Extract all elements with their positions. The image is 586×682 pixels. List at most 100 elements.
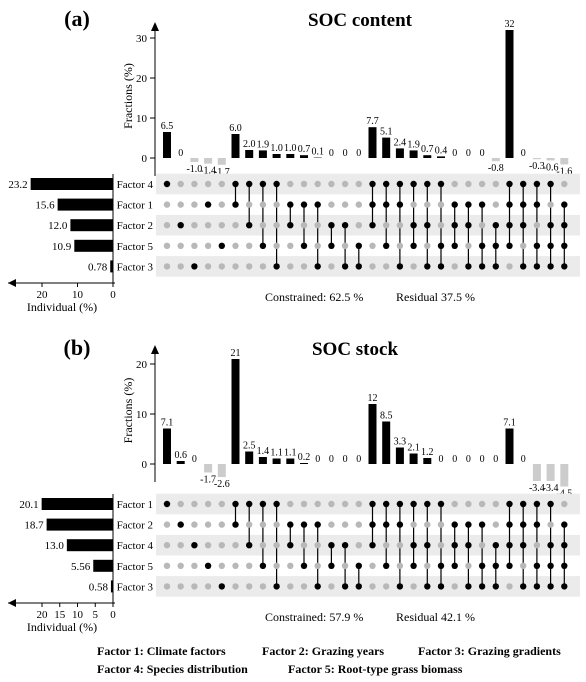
p2-title: SOC stock [312, 339, 398, 360]
p1-dot-off-19-1 [424, 201, 431, 208]
p2-bar-label-9: 1.1 [284, 448, 297, 459]
p1-bar-label-12: 0 [329, 148, 334, 159]
p2-dot-off-10-2 [300, 542, 308, 549]
p1-dot-off-12-1 [328, 201, 335, 208]
p1-bar-8 [272, 154, 281, 158]
p2-dot-on-1-1 [177, 521, 184, 528]
p1-individual-bar-4 [110, 260, 113, 273]
p2-bar-label-17: 3.3 [394, 437, 407, 448]
p2-bar-18 [409, 453, 418, 464]
p2-dot-on-10-1 [300, 521, 308, 528]
p1-row-shade-2 [156, 214, 580, 236]
p2-bar-label-26: 0 [521, 454, 526, 465]
p2-dot-off-8-3 [273, 562, 280, 569]
p2-individual-bar-1 [46, 518, 113, 531]
p1-dot-on-28-0 [547, 180, 554, 188]
p1-dot-on-1-2 [177, 222, 184, 229]
p1-dot-off-9-0 [287, 180, 294, 188]
p1-dot-off-17-2 [396, 222, 404, 229]
p1-bar-label-1: 0 [178, 148, 183, 159]
p2-dot-off-0-4 [163, 583, 171, 590]
p1-dot-off-0-4 [163, 263, 171, 270]
p1-set-name-2: Factor 2 [117, 220, 153, 232]
p2-dot-on-29-3 [561, 562, 568, 569]
p1-dot-off-5-4 [232, 263, 239, 270]
p1-dot-on-19-2 [424, 222, 431, 229]
p2-bar-3 [204, 464, 213, 473]
p1-bar-28 [546, 158, 555, 161]
p1-bar-label-17: 2.4 [394, 137, 407, 148]
p2-dot-on-7-0 [259, 500, 267, 508]
p2-dot-off-6-4 [246, 583, 253, 590]
p2-bar-label-27: -3.4 [529, 483, 545, 494]
p2-bar-4 [217, 464, 226, 477]
p2-dot-off-2-4 [191, 583, 198, 590]
p2-bar-label-2: 0 [192, 454, 197, 465]
p2-dot-on-17-1 [396, 521, 404, 528]
p1-dot-on-29-4 [561, 263, 568, 270]
p1-dot-on-16-1 [383, 201, 390, 208]
p1-dot-off-2-3 [191, 242, 198, 249]
p2-dot-off-17-2 [396, 542, 404, 549]
p1-dot-off-23-0 [478, 180, 486, 188]
p1-dot-off-3-3 [204, 242, 212, 249]
p1-bar-label-20: 0.4 [435, 145, 448, 156]
p1-dot-off-21-0 [451, 180, 458, 188]
p1-dot-off-6-1 [246, 201, 253, 208]
p2-row-shade-4 [156, 576, 580, 597]
p1-dot-on-20-0 [437, 180, 445, 188]
p1-dot-off-2-0 [191, 180, 198, 188]
p2-dot-on-17-4 [396, 583, 404, 590]
p2-dot-off-16-2 [383, 542, 390, 549]
p2-bar-9 [286, 458, 295, 464]
p2-dot-on-9-2 [287, 542, 294, 549]
p2-bar-16 [382, 421, 391, 464]
p2-bar-label-28: -3.4 [543, 483, 559, 494]
p2-y-tick-label-0: 0 [142, 459, 148, 471]
p1-dot-on-24-3 [492, 242, 499, 249]
p2-dot-off-0-1 [163, 521, 171, 528]
p1-bar-27 [532, 158, 541, 160]
p2-dot-on-26-2 [520, 542, 527, 549]
p2-dot-on-25-0 [506, 500, 513, 508]
p1-dot-off-14-2 [355, 222, 362, 229]
p1-dot-off-8-1 [273, 201, 280, 208]
p2-dot-on-28-2 [547, 542, 554, 549]
p1-dot-on-17-1 [396, 201, 404, 208]
p1-dot-on-12-2 [328, 222, 335, 229]
p2-dot-on-8-0 [273, 500, 280, 508]
p1-dot-off-6-4 [246, 263, 253, 270]
p2-dot-on-24-2 [492, 542, 499, 549]
p1-dot-on-25-3 [506, 242, 513, 249]
p2-dot-off-10-4 [300, 583, 308, 590]
p1-set-name-1: Factor 1 [117, 200, 153, 212]
p1-bar-label-24: -0.8 [488, 163, 504, 174]
p2-dot-on-22-4 [465, 583, 472, 590]
p2-dot-on-29-1 [561, 521, 568, 528]
p1-dot-on-9-1 [287, 201, 294, 208]
p1-dot-off-14-1 [355, 201, 362, 208]
p1-dot-on-13-2 [341, 222, 349, 229]
p1-dot-on-13-4 [341, 263, 349, 270]
p2-dot-off-13-0 [341, 500, 349, 508]
p1-bar-17 [395, 148, 404, 158]
p1-dot-on-26-4 [520, 263, 527, 270]
p1-dot-on-14-3 [355, 242, 362, 249]
p2-dot-off-13-1 [341, 521, 349, 528]
p2-individual-label-2: 13.0 [45, 540, 65, 552]
p1-bar-15 [368, 127, 377, 158]
p1-bar-label-29: -1.6 [556, 166, 572, 177]
p2-dot-off-20-2 [437, 542, 445, 549]
p2-bar-label-22: 0 [466, 454, 471, 465]
p2-bar-19 [423, 458, 432, 464]
p1-dot-on-25-2 [506, 222, 513, 229]
p1-dot-on-23-4 [478, 263, 486, 270]
p2-dot-off-7-4 [259, 583, 267, 590]
p2-bar-label-14: 0 [356, 454, 361, 465]
p2-dot-on-20-3 [437, 562, 445, 569]
legend-factor-1: Factor 1: Climate factors [97, 644, 226, 658]
p2-bar-label-3: -1.7 [200, 475, 216, 486]
p2-set-name-4: Factor 3 [117, 581, 154, 593]
p2-dot-off-23-0 [478, 500, 486, 508]
p1-bar-5 [231, 134, 240, 158]
